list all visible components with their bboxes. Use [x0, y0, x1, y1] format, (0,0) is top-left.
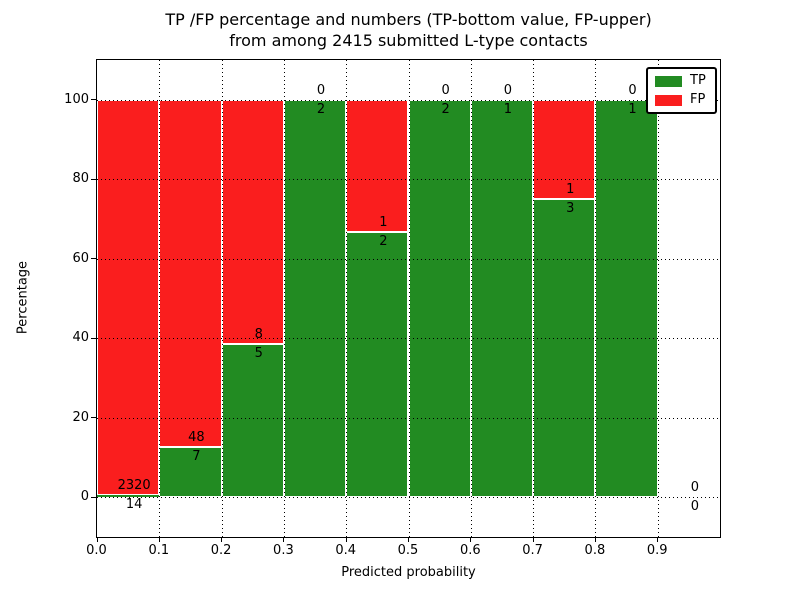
y-tick-mark: [91, 496, 96, 498]
bar-segment-fp: [533, 99, 596, 200]
y-tick-label: 40: [72, 330, 89, 346]
x-tick-label: 0.7: [522, 543, 543, 558]
v-gridline: [595, 60, 597, 537]
fp-count-label: 2320: [117, 477, 151, 493]
bar-segment-fp: [346, 99, 409, 233]
v-gridline: [159, 60, 161, 537]
y-tick-mark: [91, 178, 96, 180]
x-tick-label: 0.6: [459, 543, 481, 558]
tp-count-label: 5: [254, 346, 263, 362]
fp-count-label: 48: [188, 429, 205, 445]
fp-count-label: 0: [316, 82, 326, 98]
y-tick-mark: [91, 417, 96, 419]
bar-segment-tp: [97, 494, 160, 498]
bar-segment-fp: [221, 99, 284, 345]
y-tick-mark: [91, 258, 96, 260]
fp-count-label: 0: [503, 82, 513, 98]
plot-area: 2320 14 48 7 8 5 0 2 1 2 0 2 0 1 1 3 0 1 0 0: [96, 59, 721, 538]
tp-count-label: 14: [125, 496, 143, 512]
tp-count-label: 1: [628, 101, 637, 117]
x-tick-label: 0.9: [646, 543, 668, 558]
v-gridline: [533, 60, 535, 537]
chart-title-line2: from among 2415 submitted L-type contact…: [229, 31, 588, 50]
bar-segment-fp: [159, 99, 222, 447]
bar-segment-tp: [595, 99, 658, 498]
x-tick-mark: [96, 537, 98, 542]
v-gridline: [657, 60, 659, 537]
tp-count-label: 2: [316, 101, 326, 117]
v-gridline: [408, 60, 410, 537]
legend: TP FP: [646, 67, 717, 114]
x-tick-label: 0.1: [148, 543, 170, 558]
bar-segment-tp: [221, 344, 284, 498]
y-tick-label: 0: [80, 489, 89, 505]
y-axis-label: Percentage: [15, 260, 31, 335]
y-tick-label: 80: [72, 171, 89, 187]
y-tick-mark: [91, 99, 96, 101]
x-tick-label: 0.5: [397, 543, 419, 558]
x-tick-mark: [345, 537, 347, 542]
tp-count-label: 3: [566, 201, 575, 217]
x-tick-mark: [221, 537, 223, 542]
x-tick-label: 0.8: [584, 543, 606, 558]
tp-count-label: 2: [441, 101, 450, 117]
legend-label-tp: TP: [690, 73, 706, 88]
fp-swatch-icon: [655, 94, 682, 106]
tp-count-label: 0: [690, 499, 699, 515]
fp-count-label: 0: [690, 480, 699, 496]
y-tick-label: 100: [64, 91, 89, 107]
x-tick-label: 0.2: [210, 543, 232, 558]
x-tick-mark: [657, 537, 659, 542]
tp-count-label: 7: [192, 448, 201, 464]
fp-count-label: 1: [566, 182, 575, 198]
fp-count-label: 1: [379, 215, 388, 231]
v-gridline: [470, 60, 472, 537]
tp-swatch-icon: [655, 75, 682, 87]
fp-count-label: 8: [254, 327, 263, 343]
chart-title-line1: TP /FP percentage and numbers (TP-bottom…: [165, 10, 652, 29]
v-gridline: [346, 60, 348, 537]
bar-segment-tp: [470, 99, 534, 498]
bar-segment-tp: [283, 99, 347, 498]
legend-entry-tp: TP: [655, 74, 706, 88]
legend-label-fp: FP: [690, 92, 706, 107]
fp-count-label: 0: [628, 82, 637, 98]
x-tick-label: 0.4: [335, 543, 357, 558]
x-tick-mark: [158, 537, 160, 542]
v-gridline: [221, 60, 223, 537]
y-tick-mark: [91, 337, 96, 339]
x-tick-label: 0.0: [86, 543, 107, 558]
x-tick-mark: [470, 537, 472, 542]
x-tick-label: 0.3: [273, 543, 294, 558]
bar-segment-tp: [533, 199, 596, 498]
fp-count-label: 0: [441, 82, 450, 98]
y-tick-label: 20: [72, 409, 89, 425]
tp-count-label: 2: [379, 234, 388, 250]
y-tick-label: 60: [72, 250, 89, 266]
x-tick-mark: [594, 537, 596, 542]
bar-segment-tp: [346, 232, 409, 498]
x-axis-label: Predicted probability: [341, 565, 476, 580]
tp-count-label: 1: [503, 101, 513, 117]
x-tick-mark: [408, 537, 409, 542]
x-tick-mark: [283, 537, 285, 542]
v-gridline: [283, 60, 285, 537]
bar-segment-tp: [408, 99, 471, 498]
legend-entry-fp: FP: [655, 93, 706, 107]
x-tick-mark: [532, 537, 534, 542]
bar-segment-fp: [97, 99, 160, 495]
